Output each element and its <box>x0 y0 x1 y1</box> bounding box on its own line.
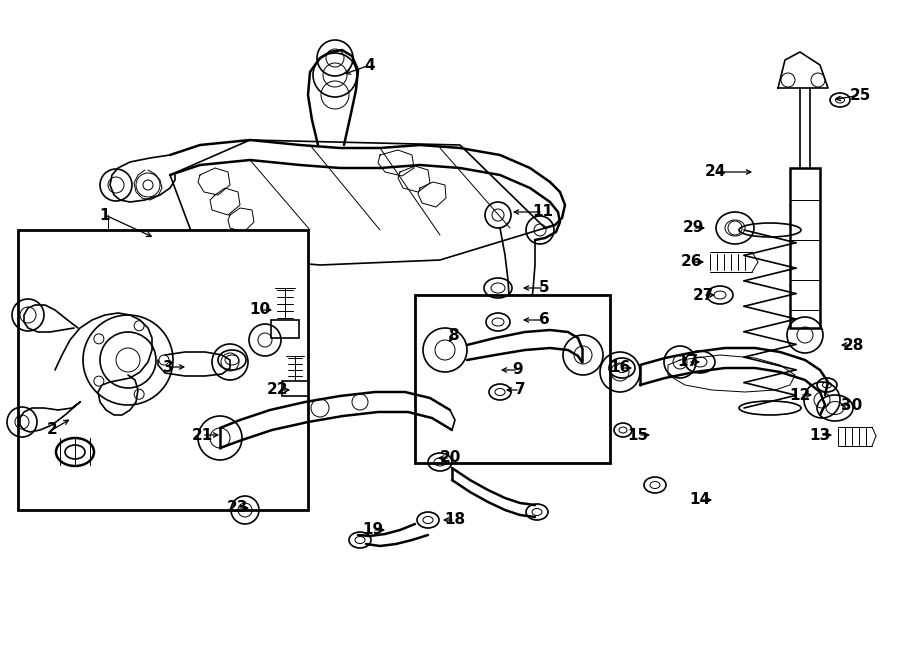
Text: 11: 11 <box>533 204 554 219</box>
Text: 20: 20 <box>439 451 461 465</box>
Text: 7: 7 <box>515 383 526 397</box>
Text: 5: 5 <box>539 280 549 295</box>
Text: 9: 9 <box>513 362 523 377</box>
Text: 18: 18 <box>445 512 465 527</box>
Text: 12: 12 <box>789 387 811 403</box>
Text: 17: 17 <box>678 354 698 369</box>
Bar <box>271 320 299 338</box>
Text: 30: 30 <box>842 397 862 412</box>
Polygon shape <box>778 52 828 88</box>
Polygon shape <box>170 140 545 265</box>
Text: 27: 27 <box>692 288 714 303</box>
Text: 28: 28 <box>842 338 864 352</box>
Polygon shape <box>210 188 240 215</box>
Text: 6: 6 <box>538 313 549 327</box>
Text: 24: 24 <box>705 165 725 180</box>
Bar <box>18 230 308 510</box>
Text: 3: 3 <box>163 360 174 375</box>
Text: 19: 19 <box>363 522 383 537</box>
Polygon shape <box>668 355 795 392</box>
Text: 29: 29 <box>682 221 704 235</box>
Text: 10: 10 <box>249 303 271 317</box>
Bar <box>790 168 820 328</box>
Polygon shape <box>198 168 230 195</box>
Text: 23: 23 <box>226 500 248 516</box>
Text: 8: 8 <box>447 327 458 342</box>
Text: 14: 14 <box>689 492 711 508</box>
Polygon shape <box>398 166 430 192</box>
Bar <box>415 295 610 463</box>
Text: 21: 21 <box>192 428 212 442</box>
Polygon shape <box>418 182 446 207</box>
Polygon shape <box>378 150 414 176</box>
Text: 25: 25 <box>850 87 870 102</box>
Text: 13: 13 <box>809 428 831 442</box>
Text: 4: 4 <box>364 58 375 73</box>
Bar <box>282 381 308 396</box>
Text: 16: 16 <box>609 360 631 375</box>
Text: 15: 15 <box>627 428 649 442</box>
Text: 26: 26 <box>681 254 703 270</box>
Text: 1: 1 <box>100 208 110 223</box>
Polygon shape <box>228 208 254 232</box>
Text: 22: 22 <box>267 383 289 397</box>
Text: 2: 2 <box>47 422 58 438</box>
